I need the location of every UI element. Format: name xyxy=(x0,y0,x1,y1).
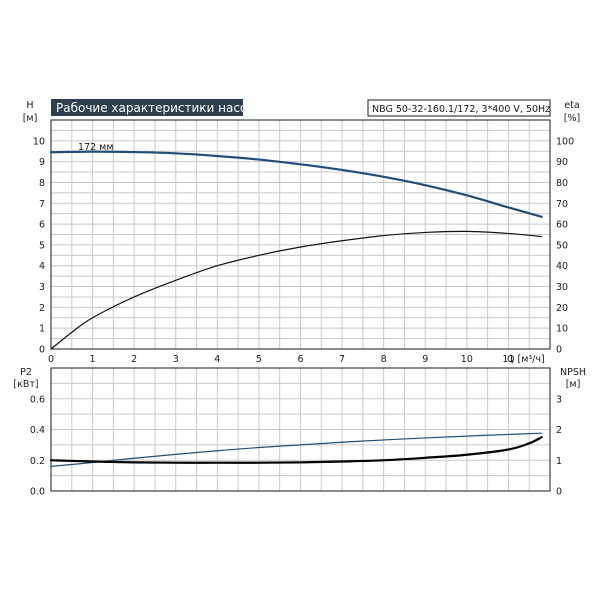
top-y2-tick-label: 30 xyxy=(556,282,568,293)
top-y-tick-label: 2 xyxy=(39,303,45,314)
top-gridlines xyxy=(51,120,550,349)
model-box-frame xyxy=(367,99,551,117)
chart-title-box: Рабочие характеристики насоса xyxy=(51,99,261,116)
top-y-tick-label: 9 xyxy=(39,157,45,168)
series-line-npsh xyxy=(49,436,543,464)
top-y2-tick-label: 90 xyxy=(556,157,568,168)
x-tick-label: 4 xyxy=(214,354,220,365)
top-y2-tick-label: 40 xyxy=(556,261,568,272)
x-tick-label: 0 xyxy=(48,354,54,365)
top-y-tick-label: 8 xyxy=(39,178,45,189)
top-y-tick-label: 3 xyxy=(39,282,45,293)
top-y2-tick-label: 50 xyxy=(556,240,568,251)
top-right-axis-unit: [%] xyxy=(564,113,580,124)
bottom-left-axis-title: P2 xyxy=(20,367,32,378)
series-line-p2 xyxy=(50,432,543,467)
top-y2-tick-label: 10 xyxy=(556,324,568,335)
bottom-y2-tick-label: 0 xyxy=(556,487,562,498)
series-line-eta xyxy=(50,230,543,350)
top-y2-tick-label: 80 xyxy=(556,178,568,189)
chart-title: Рабочие характеристики насоса xyxy=(56,101,261,115)
top-y-tick-label: 5 xyxy=(39,240,45,251)
bottom-tick-labels: 0.0 0.2 0.4 0.6 0 1 2 3 xyxy=(30,394,562,497)
series-line-h xyxy=(49,150,543,218)
model-label: NBG 50-32-160.1/172, 3*400 V, 50Hz xyxy=(372,104,550,115)
x-tick-label: 10 xyxy=(461,354,473,365)
top-y-tick-label: 10 xyxy=(33,136,45,147)
model-box: NBG 50-32-160.1/172, 3*400 V, 50Hz xyxy=(367,99,551,117)
top-y2-tick-label: 60 xyxy=(556,220,568,231)
bottom-y-tick-label: 0.4 xyxy=(30,425,45,436)
top-series xyxy=(49,150,543,350)
bottom-y-tick-label: 0.6 xyxy=(30,394,45,405)
x-tick-label: 3 xyxy=(173,354,179,365)
title-background xyxy=(51,99,243,116)
x-tick-label: 8 xyxy=(381,354,387,365)
top-y2-tick-label: 70 xyxy=(556,199,568,210)
impeller-diameter-annotation: 172 мм xyxy=(78,142,114,153)
x-tick-label: 2 xyxy=(131,354,137,365)
x-tick-label: 11 xyxy=(502,354,514,365)
top-y2-tick-label: 20 xyxy=(556,303,568,314)
bottom-right-axis-unit: [м] xyxy=(566,379,581,390)
x-tick-label: 1 xyxy=(90,354,96,365)
top-left-axis-title: H xyxy=(26,100,33,111)
x-tick-label: 5 xyxy=(256,354,262,365)
top-y2-tick-label: 100 xyxy=(556,136,574,147)
bottom-left-axis-unit: [кВт] xyxy=(13,379,38,390)
x-axis-title: Q [м³/ч] xyxy=(507,354,545,365)
top-y-tick-label: 4 xyxy=(39,261,45,272)
bottom-series xyxy=(49,432,543,467)
x-tick-label: 9 xyxy=(422,354,428,365)
bottom-y2-tick-label: 2 xyxy=(556,425,562,436)
bottom-y2-tick-label: 3 xyxy=(556,394,562,405)
bottom-y-tick-label: 0.2 xyxy=(30,456,45,467)
x-tick-label: 7 xyxy=(339,354,345,365)
top-y-tick-label: 1 xyxy=(39,324,45,335)
bottom-y-tick-label: 0.0 xyxy=(30,487,45,498)
bottom-y2-tick-label: 1 xyxy=(556,456,562,467)
top-y-tick-label: 0 xyxy=(39,345,45,356)
bottom-gridlines xyxy=(51,368,550,491)
bottom-plot-frame xyxy=(50,367,551,492)
top-y-tick-label: 6 xyxy=(39,220,45,231)
top-y2-tick-label: 0 xyxy=(556,345,562,356)
top-left-axis-unit: [м] xyxy=(23,113,38,124)
top-right-axis-title: eta xyxy=(564,100,579,111)
x-tick-label: 6 xyxy=(297,354,303,365)
bottom-right-axis-title: NPSH xyxy=(560,367,586,378)
top-plot-frame xyxy=(50,119,551,350)
top-y-tick-label: 7 xyxy=(39,199,45,210)
